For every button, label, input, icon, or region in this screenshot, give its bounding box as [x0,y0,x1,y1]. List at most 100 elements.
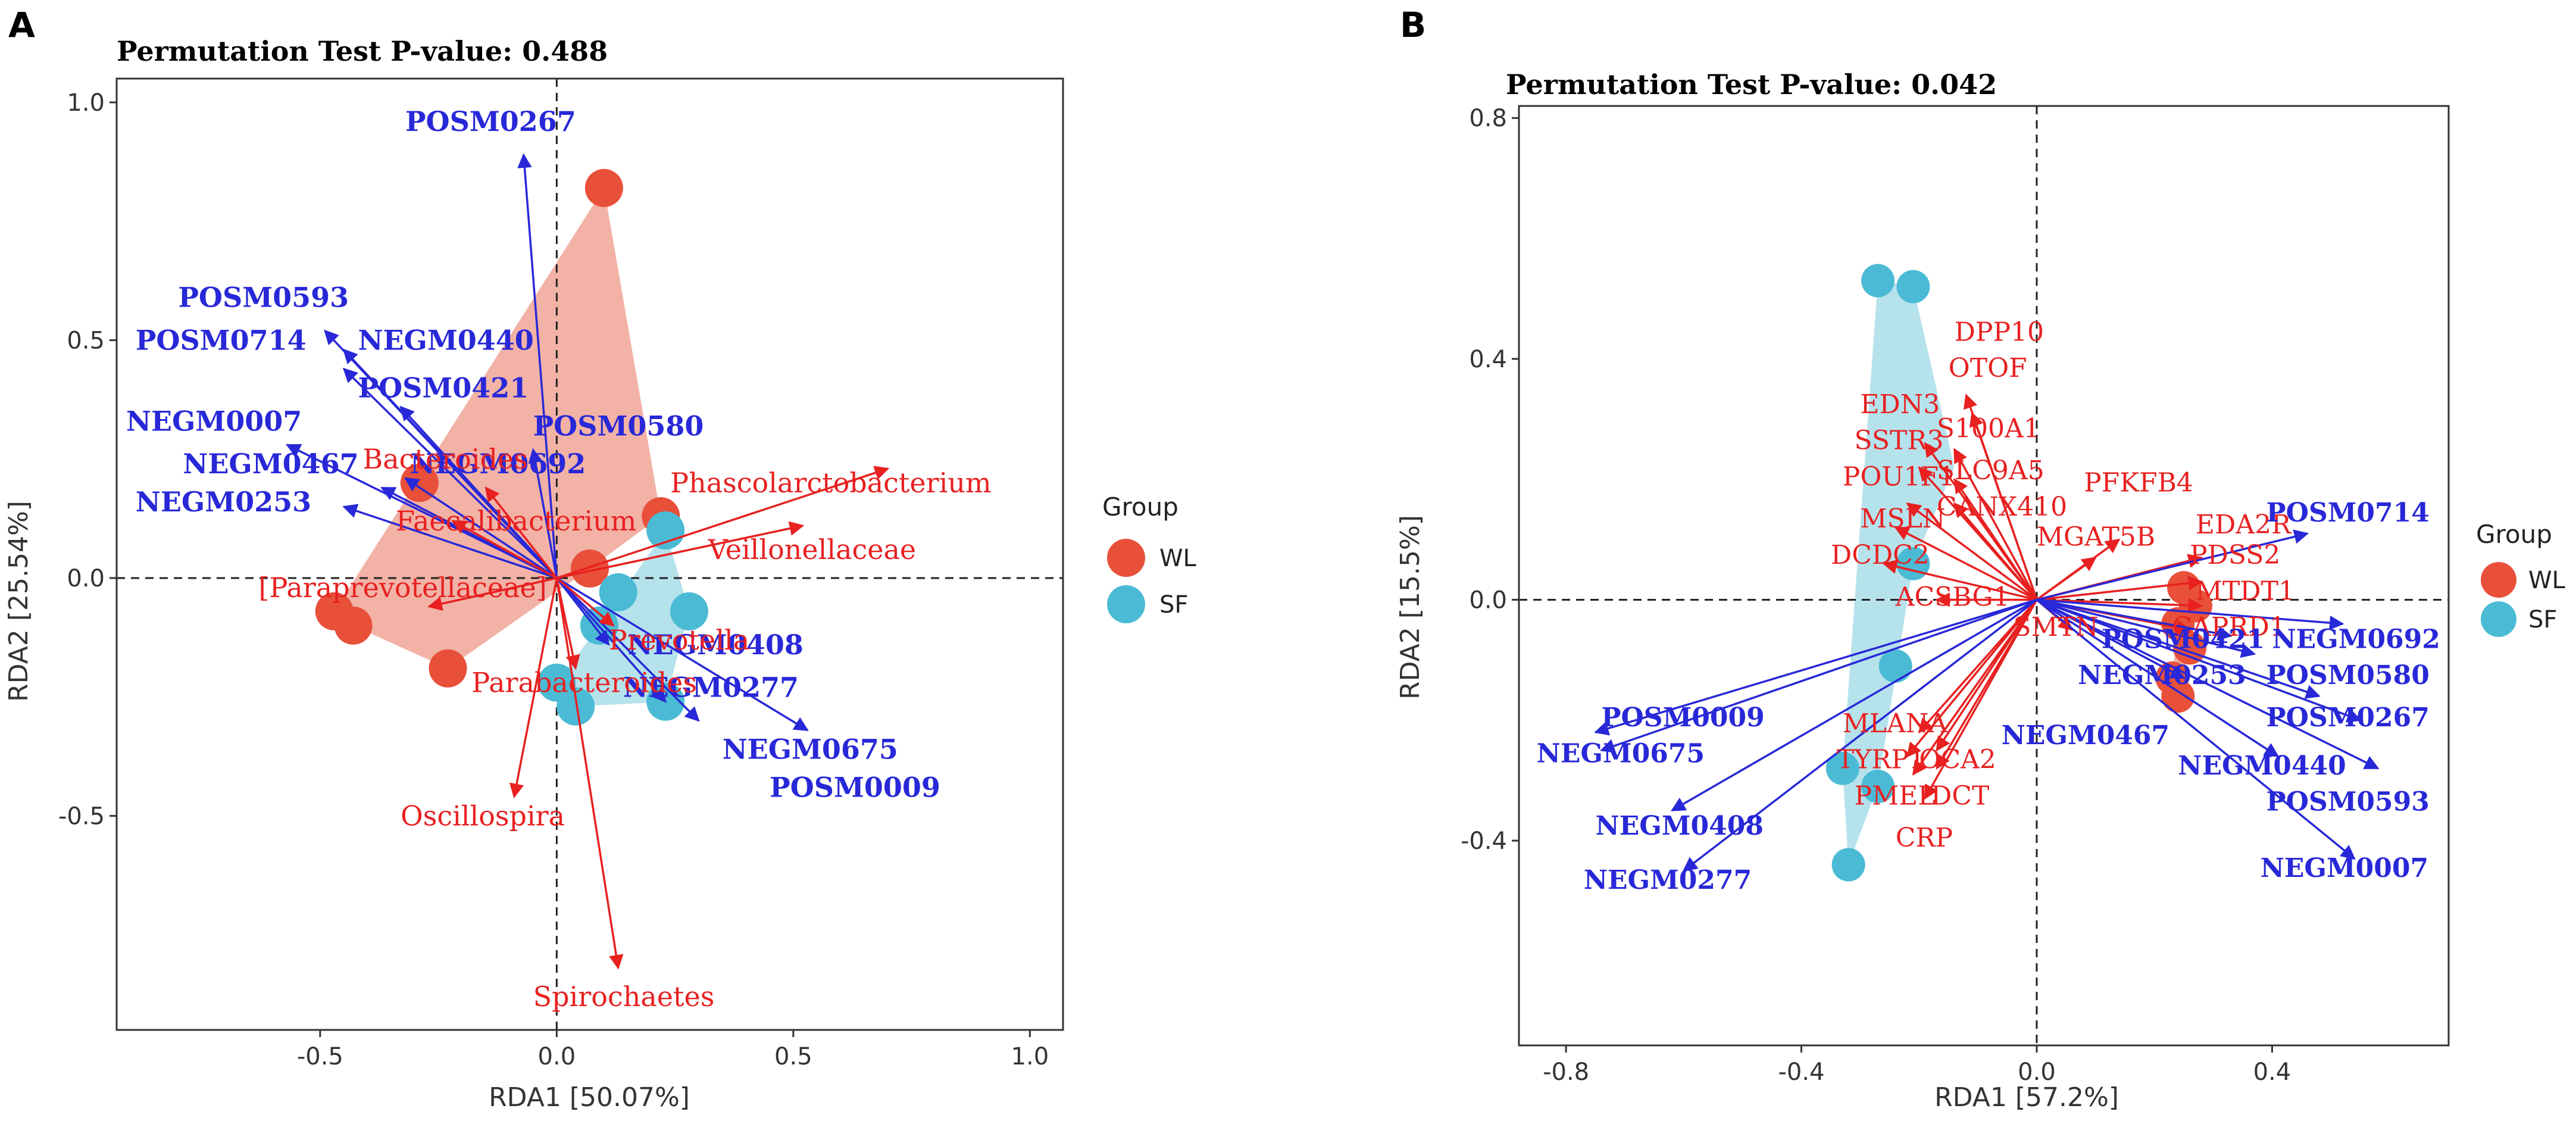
panel-a-point-sf [670,592,708,630]
panel-a-vector-label: Veillonellaceae [708,533,916,566]
panel-b-vector-label: POSM0009 [1601,702,1764,733]
panel-a-xlabel: RDA1 [50.07%] [489,1082,690,1113]
panel-b-point-sf [1878,649,1912,683]
panel-b-vector-label: NEGM0408 [1596,811,1764,841]
panel-b-legend: Group WL SF [2476,520,2566,637]
panel-a-vector-phascolarctobacterium [556,466,890,579]
panel-b-ytick-label: 0.8 [1469,105,1507,132]
panel-a-vector-label: POSM0714 [136,324,307,356]
panel-b-vector-label: POSM0714 [2266,498,2430,528]
panel-a-vector-label: [Paraprevotellaceae] [259,572,547,604]
panel-letter-a: A [8,5,35,45]
panel-b-legend-sf-swatch [2481,601,2516,637]
panel-a-vector-posm0421 [399,405,558,579]
panel-b-ylabel: RDA2 [15.5%] [1395,515,1425,700]
panel-a-vector-label: POSM0580 [533,410,704,442]
panel-a-vector-posm0714 [342,367,558,579]
panel-a-title: Permutation Test P-value: 0.488 [117,35,608,67]
panel-b-vector-mtdt1 [2036,598,2203,613]
panel-a-vector-spirochaetes [555,577,624,970]
panel-a-vector-bacteroides [484,486,558,579]
panel-b-xlabel: RDA1 [57.2%] [1934,1082,2119,1113]
panel-b-vector-posm0580 [2036,598,2321,699]
panel-b-vector-canx410 [1953,502,2038,601]
panel-a-vector-label: NEGM0692 [410,448,586,480]
panel-a-vector-negm0692 [404,477,558,579]
panel-b-frame [1518,105,2450,1047]
panel-b-vector-mgat5b [2036,557,2097,601]
panel-a-vector-label: NEGM0675 [723,733,898,766]
panel-b-vector-label: ACSBG1 [1895,582,2010,613]
panel-a-vector-label: POSM0593 [178,282,349,314]
panel-b-vector-label: MGAT5B [2037,522,2155,552]
panel-a-vector-label: POSM0009 [770,771,940,803]
panel-b-vector-pou1f1 [1906,502,2038,601]
panel-a-vector-label: POSM0267 [405,105,576,138]
panel-a-vector-label: POSM0421 [358,371,529,404]
panel-b-vector-tyrp1 [1906,599,2038,758]
panel-b-vector-label: S100A1 [1937,413,2040,444]
panel-a-vector-label: NEGM0467 [183,448,358,480]
panel-a-vector-negm0277 [556,577,809,732]
panel-a-vector-label: Prevotella [609,624,749,656]
panel-a-xtick-label: 0.0 [538,1043,576,1070]
panel-b-vector-label: NEGM0467 [2002,720,2170,751]
panel-b-vector-label: POSM0267 [2266,702,2430,733]
panel-a-vector-negm0253 [342,504,557,579]
panel-b-xtick-label: 0.0 [2018,1058,2056,1086]
panel-b-vector-negm0253 [2036,598,2256,658]
panel-b-xtick-label: -0.8 [1543,1058,1589,1086]
panel-a-point-sf [646,511,685,550]
panel-a-vector-label: Bacteroides [362,443,527,475]
panel-b-vector-posm0593 [2036,598,2380,770]
panel-b-vector-label: MTDT1 [2196,576,2295,606]
panel-b-point-sf [1861,264,1895,298]
panel-a-point-wl [429,649,467,688]
panel-b-vector-label: OTOF [1949,353,2027,383]
panel-b-vector-negm0408 [1670,598,2037,812]
panel-b-point-sf [1825,751,1859,785]
panel-b-vector-label: NEGM0440 [2178,751,2346,781]
panel-b-vector-label: SLC9A5 [1937,455,2044,486]
panel-b-vector-label: POU1F1 [1843,461,1955,492]
panel-a-ytick-label: 1.0 [67,89,105,117]
panel-b-point-sf [1896,270,1930,304]
panel-b-vector-msln [1894,526,2037,601]
panel-a-vector-oscillospira [509,577,558,798]
panel-a-ytick-label: -0.5 [58,803,105,830]
panel-b-point-wl [2161,679,2195,713]
panel-a-point-wl [584,168,623,207]
panel-a-point-sf [557,687,595,726]
panel-a-vector-label: Spirochaetes [533,981,715,1013]
panel-b-vector-label: POSM0421 [2102,624,2265,654]
panel-a-vector-prevotella [556,577,615,627]
panel-b-vector-label: DCT [1931,780,1989,811]
panel-b-vector-label: NEGM0007 [2261,853,2429,883]
panel-a-frame [115,77,1064,1031]
panel-b-vector-negm0692 [2036,598,2344,630]
panel-b-vector-otof [1969,411,2038,601]
panel-b-vector-label: NEGM0277 [1584,865,1752,895]
panel-a-point-sf [599,573,637,611]
panel-b-xtick-label: 0.4 [2253,1058,2291,1086]
panel-a-ytick-label: 0.5 [67,327,105,354]
panel-b-vector-crp [1924,599,2038,800]
panel-b-plot: DPP10 OTOF EDN3S100A1SSTR3SLC9A5POU1F1CANX… [1461,105,2450,1086]
panel-b-ytick-label: -0.4 [1461,828,1507,855]
panel-a-point-wl [571,549,609,588]
panel-b-vector-negm0007 [2036,599,2356,860]
panel-a-vector-paraprevotellaceae [427,577,557,611]
panel-b-legend-wl-label: WL [2528,567,2566,594]
panel-a-legend-wl-label: WL [1159,545,1197,572]
panel-b-vector-posm0267 [2036,598,2362,723]
panel-b-vector-label: NEGM0253 [2078,660,2246,691]
panel-b-hull-sf [1842,280,1955,865]
panel-a-xtick-label: -0.5 [297,1043,343,1070]
panel-b-vector-posm0714 [2036,529,2309,601]
panel-b-title: Permutation Test P-value: 0.042 [1506,68,1997,101]
panel-b-vector-label: CRP [1896,823,1953,853]
panel-a-vector-veillonellaceae [556,521,805,579]
panel-b-xtick-label: -0.4 [1778,1058,1825,1086]
panel-a-vector-posm0009 [556,577,667,703]
